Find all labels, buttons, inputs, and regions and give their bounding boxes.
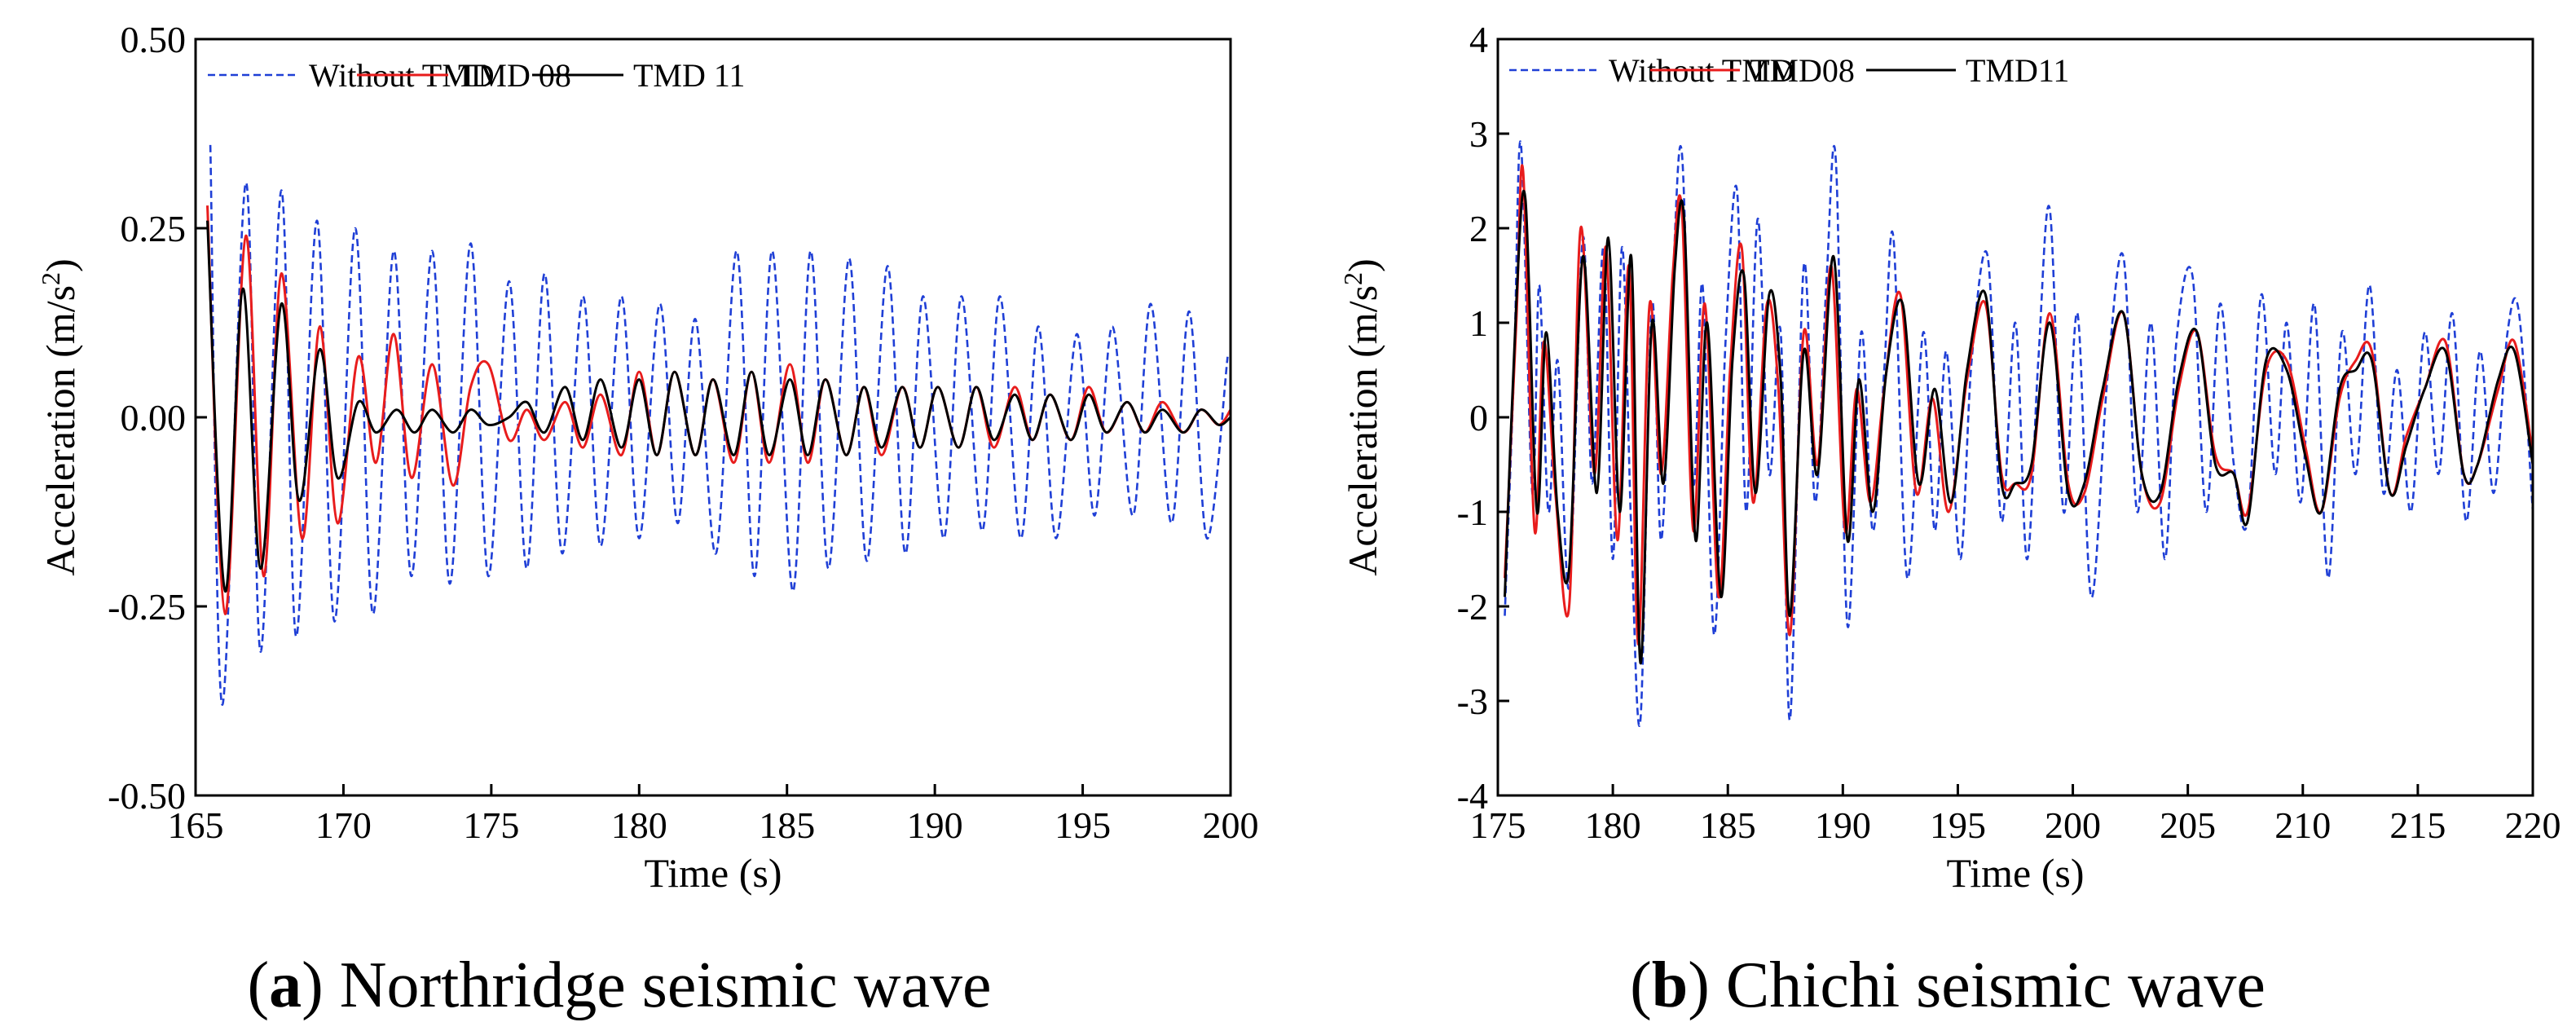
y-axis-title-superscript: 2 <box>1338 272 1367 285</box>
y-axis-title-northridge: Acceleration (m/s2) <box>36 258 83 575</box>
y-tick-label: -1 <box>1457 491 1488 533</box>
y-axis-title-close: ) <box>37 258 83 272</box>
y-tick-label: 1 <box>1469 302 1488 344</box>
ticks-layer-northridge: 165 170 175 180 185 190 195 200 -0.50 -0.25 0.00 0.… <box>108 19 1258 846</box>
x-tick-label: 180 <box>611 804 667 846</box>
y-axis-title-text: Acceleration (m/s <box>1340 285 1385 576</box>
y-tick-label: -2 <box>1457 586 1488 628</box>
x-tick-label: 205 <box>2160 804 2216 846</box>
y-tick-label: 0 <box>1469 397 1488 438</box>
chart-northridge: 165 170 175 180 185 190 195 200 -0.50 -0.25 0.00 0.… <box>36 19 1259 1021</box>
x-axis-title-chichi: Time (s) <box>1946 850 2084 896</box>
x-tick-label: 200 <box>2045 804 2101 846</box>
x-tick-label: 195 <box>1930 804 1986 846</box>
y-axis-title-close: ) <box>1340 258 1385 272</box>
ticks-layer-chichi: 175 180 185 190 195 200 205 210 215 220 -4 -3 -2 -1 0 1… <box>1457 19 2561 846</box>
caption-letter-a: a <box>269 949 302 1021</box>
series-line-without-tmd <box>209 144 1229 706</box>
x-tick-label: 210 <box>2274 804 2331 846</box>
series-layer-chichi <box>1504 140 2533 727</box>
y-tick-label: 0.50 <box>121 19 187 60</box>
series-line-tmd-08 <box>206 205 1231 615</box>
y-tick-label: 0.25 <box>121 208 187 249</box>
y-tick-label: -0.25 <box>108 586 186 628</box>
chart-chichi: 175 180 185 190 195 200 205 210 215 220 -4 -3 -2 -1 0 1… <box>1338 19 2561 1021</box>
legend-label: TMD 11 <box>633 57 745 94</box>
series-line-tmd11 <box>1504 189 2533 665</box>
caption-chichi: (b) Chichi seismic wave <box>1630 949 2266 1021</box>
x-tick-label: 165 <box>168 804 224 846</box>
x-tick-label: 185 <box>759 804 815 846</box>
y-tick-label: 3 <box>1469 113 1488 155</box>
caption-northridge: (a) Northridge seismic wave <box>247 949 991 1021</box>
x-tick-label: 195 <box>1055 804 1111 846</box>
series-line-tmd-11 <box>206 220 1231 593</box>
series-line-without-tmd <box>1504 140 2533 727</box>
caption-letter-b: b <box>1652 949 1689 1021</box>
x-tick-label: 175 <box>463 804 519 846</box>
y-axis-title-text: Acceleration (m/s <box>37 285 83 576</box>
x-tick-label: 215 <box>2389 804 2446 846</box>
caption-text-b: Chichi seismic wave <box>1726 949 2266 1021</box>
x-tick-label: 220 <box>2505 804 2561 846</box>
y-tick-label: -4 <box>1457 775 1488 817</box>
x-tick-label: 185 <box>1700 804 1756 846</box>
x-tick-label: 170 <box>315 804 372 846</box>
y-tick-label: 2 <box>1469 208 1488 249</box>
y-axis-title-chichi: Acceleration (m/s2) <box>1338 258 1385 575</box>
legend-label: TMD11 <box>1966 52 2069 89</box>
y-tick-label: 4 <box>1469 19 1488 60</box>
caption-text-a: Northridge seismic wave <box>340 949 992 1021</box>
series-layer-northridge <box>206 144 1231 706</box>
x-tick-label: 190 <box>907 804 963 846</box>
x-tick-label: 200 <box>1203 804 1259 846</box>
x-tick-label: 180 <box>1585 804 1641 846</box>
y-tick-label: -0.50 <box>108 775 186 817</box>
y-tick-label: -3 <box>1457 681 1488 722</box>
x-tick-label: 190 <box>1815 804 1871 846</box>
x-axis-title-northridge: Time (s) <box>644 850 782 896</box>
x-tick-label: 175 <box>1470 804 1526 846</box>
y-axis-title-superscript: 2 <box>36 272 65 285</box>
legend-label: TMD08 <box>1750 52 1855 89</box>
y-tick-label: 0.00 <box>121 397 187 438</box>
